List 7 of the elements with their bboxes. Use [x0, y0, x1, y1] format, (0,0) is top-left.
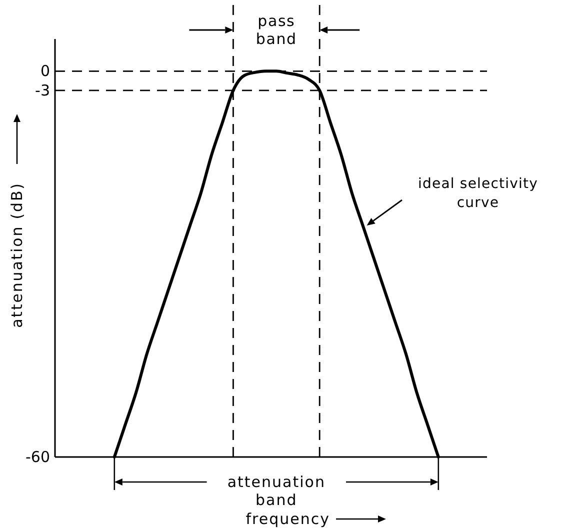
annotation: ideal selectivity curve [418, 176, 538, 211]
y-tick-label: -60 [26, 448, 50, 466]
y-tick-label: -3 [35, 81, 50, 100]
y-tick-label: 0 [40, 62, 50, 80]
y-axis-title: attenuation (dB) [8, 182, 26, 328]
x-axis-title: frequency [246, 510, 330, 528]
annotation: pass band [256, 12, 297, 48]
